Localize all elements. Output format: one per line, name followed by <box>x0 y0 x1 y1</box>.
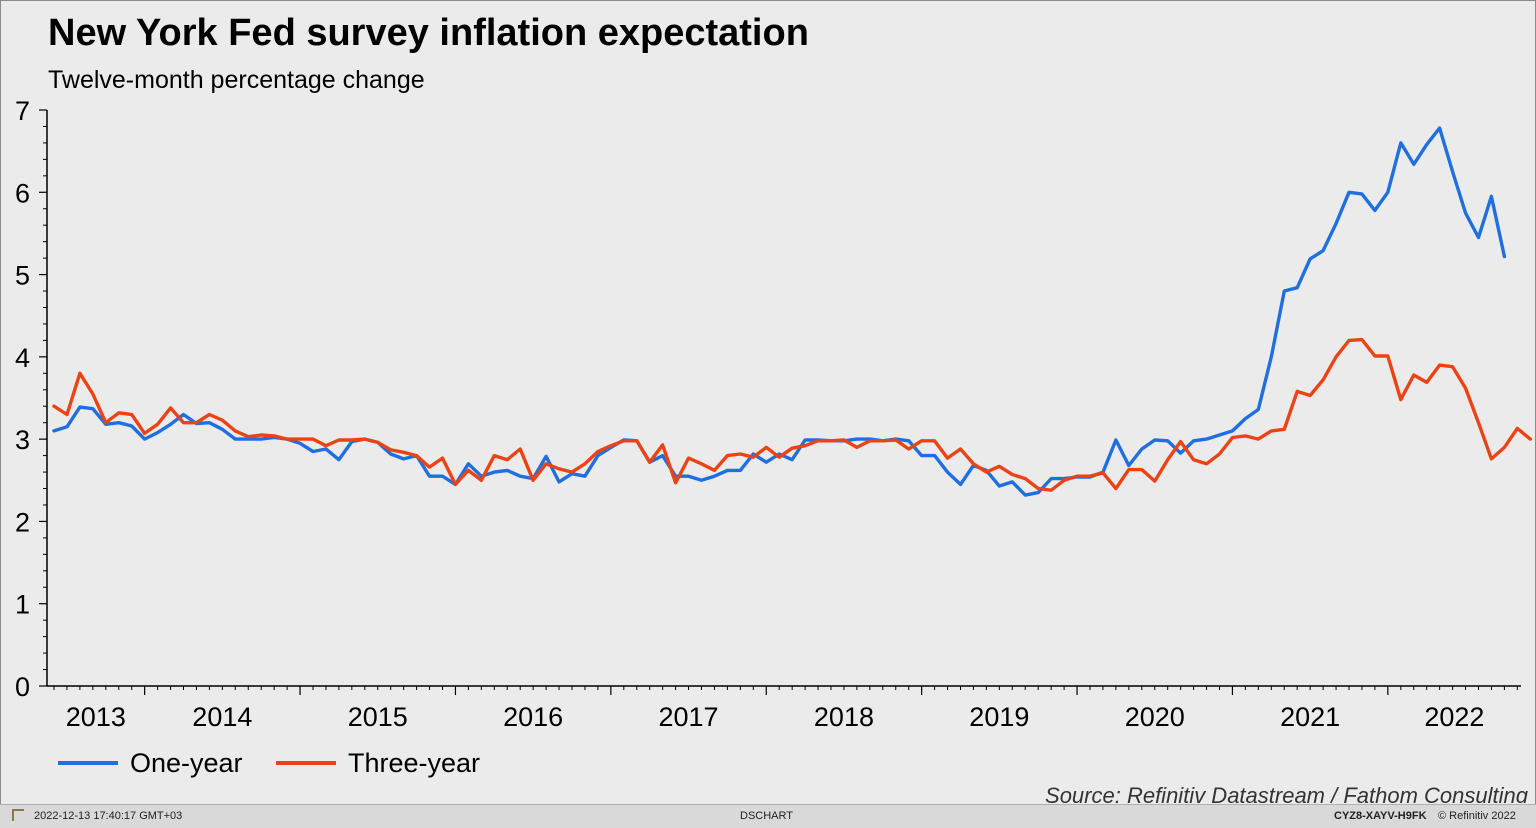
x-tick-label: 2018 <box>814 702 874 732</box>
x-tick-label: 2020 <box>1125 702 1185 732</box>
x-tick-label: 2019 <box>969 702 1029 732</box>
chart-subtitle: Twelve-month percentage change <box>48 66 425 94</box>
x-tick-label: 2016 <box>503 702 563 732</box>
legend-label-one-year: One-year <box>130 747 243 778</box>
legend-item-three-year: Three-year <box>276 746 480 780</box>
y-tick-label: 4 <box>15 343 30 373</box>
source-note: Source: Refinitiv Datastream / Fathom Co… <box>1045 783 1528 803</box>
y-tick-label: 5 <box>15 261 30 291</box>
series-line-one-year <box>52 126 1507 497</box>
x-tick-label: 2017 <box>659 702 719 732</box>
footer-chart-id: CYZ8-XAYV-H9FK <box>1334 810 1427 822</box>
legend-item-one-year: One-year <box>58 746 243 780</box>
footer-copyright: © Refinitiv 2022 <box>1438 810 1516 822</box>
y-axis: 0 1 2 3 4 5 6 7 <box>15 96 47 702</box>
legend-swatch-three-year <box>276 761 336 765</box>
y-tick-label: 6 <box>15 178 30 208</box>
y-tick-label: 7 <box>15 96 30 126</box>
x-tick-label: 2014 <box>192 702 252 732</box>
x-tick-label: 2022 <box>1424 702 1484 732</box>
footer-timestamp: 2022-12-13 17:40:17 GMT+03 <box>34 810 183 822</box>
x-tick-label: 2021 <box>1280 702 1340 732</box>
legend-label-three-year: Three-year <box>348 747 481 778</box>
y-tick-label: 2 <box>15 507 30 537</box>
x-tick-label: 2015 <box>348 702 408 732</box>
footer-bar: 2022-12-13 17:40:17 GMT+03 DSCHART CYZ8-… <box>0 804 1536 828</box>
chart-title: New York Fed survey inflation expectatio… <box>48 12 809 54</box>
app-corner-icon <box>12 809 24 821</box>
x-tick-label: 2013 <box>66 702 126 732</box>
series-lines <box>52 126 1533 497</box>
y-tick-label: 1 <box>15 590 30 620</box>
y-tick-label: 0 <box>15 672 30 702</box>
x-axis: 2013 2014 2015 2016 2017 2018 2019 2020 2021 2022 <box>53 686 1518 732</box>
y-tick-label: 3 <box>15 425 30 455</box>
footer-app-name: DSCHART <box>740 810 793 822</box>
legend-swatch-one-year <box>58 761 118 765</box>
line-chart: 0 1 2 3 4 5 6 7 2013 2014 2015 2016 2017 2018 2019 202… <box>15 96 1533 732</box>
series-line-three-year <box>52 337 1533 492</box>
